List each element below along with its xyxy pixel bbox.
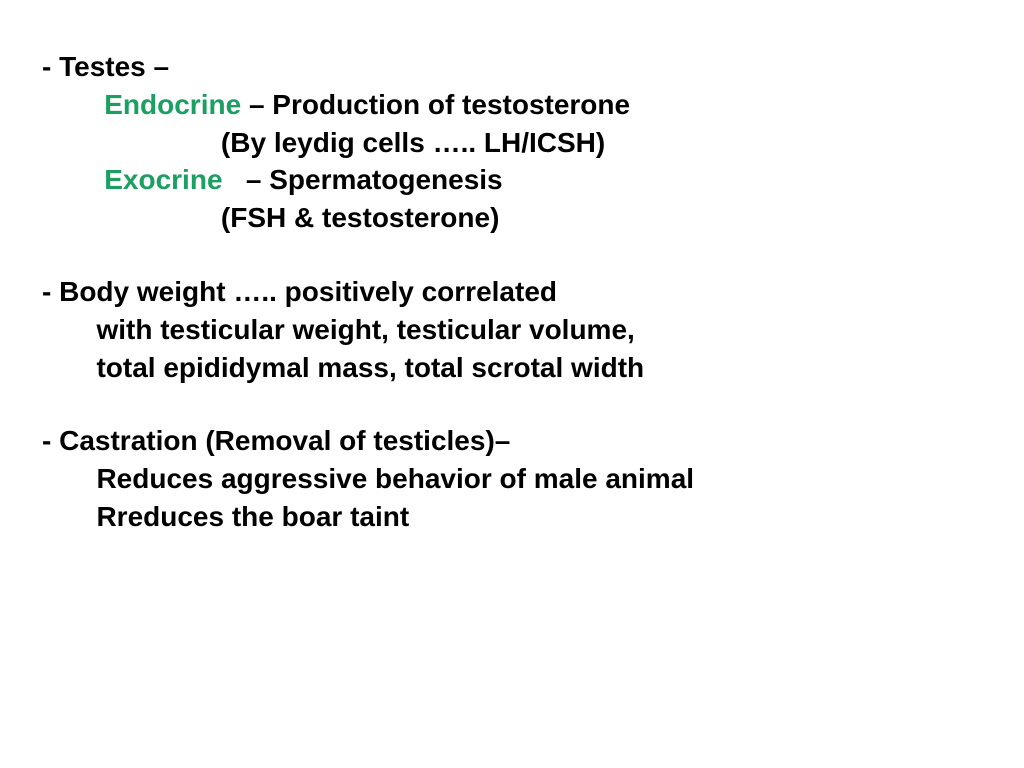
castration-line1: - Castration (Removal of testicles)– [42,422,982,460]
bullet-testes: - Testes – [42,48,982,86]
exocrine-label: Exocrine [104,164,246,195]
exocrine-desc: – Spermatogenesis [246,164,503,195]
section-gap-2 [42,386,982,422]
exocrine-subline: (FSH & testosterone) [42,199,982,237]
castration-line2: Reduces aggressive behavior of male anim… [42,460,982,498]
castration-line3: Rreduces the boar taint [42,498,982,536]
bodyweight-line3: total epididymal mass, total scrotal wid… [42,349,982,387]
bodyweight-line1: - Body weight ….. positively correlated [42,273,982,311]
endocrine-line: Endocrine – Production of testosterone [42,86,982,124]
endocrine-label: Endocrine [104,89,249,120]
exocrine-line: Exocrine – Spermatogenesis [42,161,982,199]
endocrine-desc: – Production of testosterone [249,89,630,120]
section-gap-1 [42,237,982,273]
endocrine-subline: (By leydig cells ….. LH/ICSH) [42,124,982,162]
bodyweight-line2: with testicular weight, testicular volum… [42,311,982,349]
